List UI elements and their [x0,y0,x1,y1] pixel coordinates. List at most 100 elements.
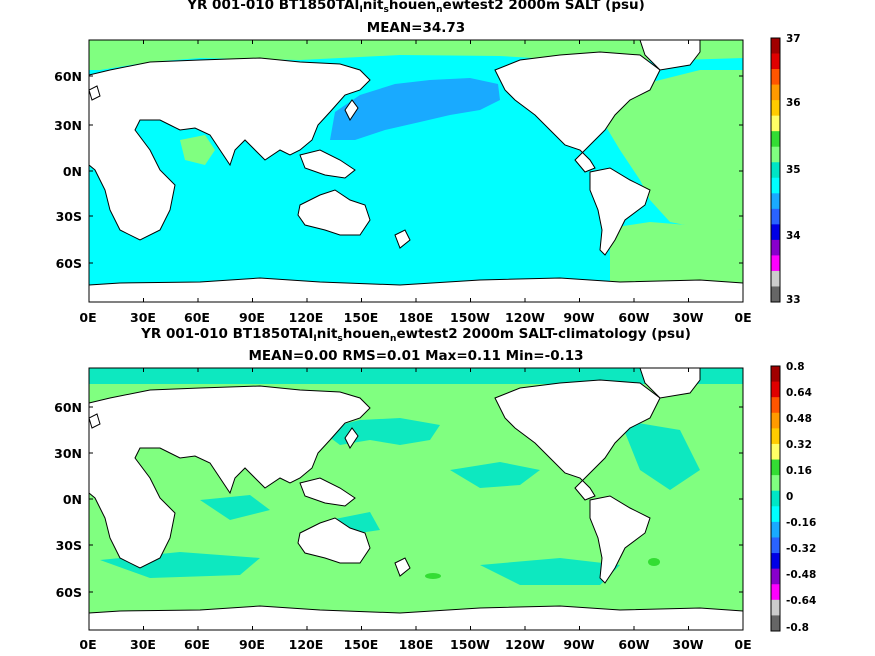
high-salinity-region [600,70,743,230]
north-america [494,379,661,501]
colorbar-label: 0.8 [786,361,805,373]
antarctic-coast [89,605,743,630]
colorbar-swatch [771,584,780,601]
lat-label: 30S [55,538,82,553]
north-america [494,51,661,173]
lon-label: 0E [79,310,97,325]
australia [297,189,371,236]
new-zealand [394,229,411,249]
colorbar-label: 0.48 [786,413,812,425]
lon-label: 60E [184,310,210,325]
panel-stats: MEAN=0.00 RMS=0.01 Max=0.11 Min=-0.13 [248,348,584,364]
colorbar-swatch [771,193,780,210]
lon-label: 0E [79,637,97,652]
colorbar-swatch [771,239,780,256]
japan [344,427,359,449]
colorbar-swatch [771,69,780,85]
colorbar-swatch [771,475,780,492]
colorbar-swatch [771,615,780,632]
lon-label: 30W [672,310,704,325]
colorbar-swatch [771,428,780,445]
colorbar-swatch [771,270,780,287]
colorbar-swatch [771,131,780,148]
lat-label: 0N [62,164,82,179]
colorbar-label: 0.32 [786,439,812,451]
lon-label: 180E [398,310,434,325]
south-america [589,167,651,256]
lon-label: 120W [505,637,545,652]
south-america [589,495,651,584]
lat-label: 30S [55,209,82,224]
colorbar-swatch [771,177,780,194]
colorbar-swatch [771,84,780,101]
colorbar-swatch [771,53,780,70]
colorbar-swatch [771,38,780,54]
lon-label: 30E [130,637,156,652]
lon-label: 30W [672,637,704,652]
lon-label: 150W [450,637,490,652]
arctic-band [89,40,743,70]
colorbar-swatch [771,459,780,476]
lon-label: 120E [288,310,324,325]
lon-label: 150E [343,310,379,325]
lon-label: 120E [288,637,324,652]
lon-label: 60W [618,637,650,652]
colorbar-swatch [771,381,780,398]
negative-anomaly-region [450,462,540,488]
land-masses [89,368,743,630]
lon-label: 180E [398,637,434,652]
colorbar-swatch [771,568,780,585]
panel-title: YR 001-010 BT1850TAIInitshouennewtest2 2… [187,0,645,15]
map-panel-anomaly [89,368,743,630]
lat-label: 30N [54,118,82,133]
lon-label: 90E [239,310,265,325]
colorbar-swatch [771,146,780,163]
colorbar-salt [770,37,781,303]
colorbar-label: 0.16 [786,465,812,477]
colorbar-label: 36 [786,97,801,109]
negative-anomaly-region [200,495,270,520]
colorbar-label: 0.64 [786,387,812,399]
colorbar-swatch [771,506,780,523]
panel-stats: MEAN=34.73 [366,20,466,36]
lon-label: 30E [130,310,156,325]
colorbar-label: 34 [786,230,801,242]
colorbar-swatch [771,100,780,117]
colorbar-label: -0.48 [786,569,817,581]
lon-label: 60W [618,310,650,325]
greenland [639,40,701,71]
panel-title: YR 001-010 BT1850TAIInitshouennewtest2 2… [141,326,691,344]
colorbar-label: -0.32 [786,543,817,555]
colorbar-label: 35 [786,164,801,176]
low-salinity-region [330,78,500,140]
colorbar-swatch [771,490,780,507]
lat-label: 60N [54,400,82,415]
positive-anomaly-spot [648,558,660,566]
maritime-continent [299,149,356,179]
lon-label: 90W [563,310,595,325]
maritime-continent [299,477,356,507]
colorbar-swatch [771,286,780,303]
australia [297,517,371,564]
colorbar-swatch [771,208,780,225]
colorbar-swatch [771,366,780,382]
lon-label: 150W [450,310,490,325]
eurasia-africa [89,385,371,569]
greenland [639,368,701,399]
colorbar-label: -0.8 [786,622,809,634]
lat-label: 0N [62,492,82,507]
colorbar-swatch [771,521,780,538]
uk [89,413,101,429]
lon-label: 120W [505,310,545,325]
colorbar-label: 0 [786,491,794,503]
axis-ticks [88,40,744,630]
colorbar-frame [770,37,781,303]
lat-label: 60N [54,69,82,84]
colorbar-swatch [771,115,780,132]
colorbar-anomaly [770,365,781,632]
colorbar-frame [770,365,781,632]
colorbar-swatch [771,397,780,414]
colorbar-swatch [771,537,780,554]
southern-ocean-band [610,222,743,290]
